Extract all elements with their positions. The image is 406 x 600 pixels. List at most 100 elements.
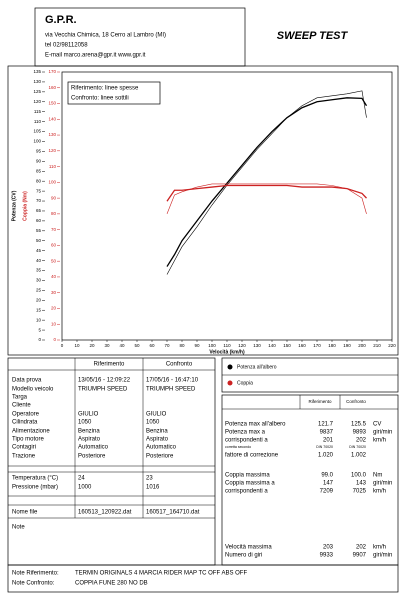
y-tick-label: 75 xyxy=(36,188,42,193)
y2-tick-label: 160 xyxy=(48,85,56,90)
x-axis-label: Velocità (km/h) xyxy=(209,349,245,355)
y-tick-label: 40 xyxy=(36,258,42,263)
note-text: COPPIA FUNE 280 NO DB xyxy=(75,581,148,587)
x-tick-label: 70 xyxy=(164,343,170,348)
cell: 1050 xyxy=(146,420,160,426)
cell: DIN 70020 xyxy=(349,445,366,449)
y-tick-label: 100 xyxy=(33,139,41,144)
row-label: Tipo motore xyxy=(12,437,44,443)
cell: 23 xyxy=(146,476,153,482)
x-tick-label: 200 xyxy=(358,343,366,348)
report-title: SWEEP TEST xyxy=(277,30,349,42)
x-tick-label: 130 xyxy=(253,343,261,348)
chart-frame xyxy=(7,65,399,356)
row-label: fattore di correzione xyxy=(225,453,279,459)
cell: 160513_120922.dat xyxy=(78,510,132,516)
y-tick-label: 85 xyxy=(36,168,42,173)
x-tick-label: 150 xyxy=(283,343,291,348)
x-tick-label: 190 xyxy=(343,343,351,348)
x-tick-label: 10 xyxy=(74,343,80,348)
y-tick-label: 80 xyxy=(36,178,42,183)
legend-marker xyxy=(227,364,233,370)
y-tick-label: 10 xyxy=(36,317,42,322)
y-tick-label: 110 xyxy=(34,119,42,124)
y2-tick-label: 10 xyxy=(51,321,57,326)
cell: 7025 xyxy=(353,489,367,495)
x-tick-label: 140 xyxy=(268,343,276,348)
x-tick-label: 20 xyxy=(89,343,95,348)
y2-tick-label: 120 xyxy=(48,148,56,153)
y2-tick-label: 130 xyxy=(48,132,56,137)
address: via Vecchia Chimica, 18 Cerro al Lambro … xyxy=(45,33,166,39)
plot-area xyxy=(61,71,393,341)
legend-label: Potenza all'albero xyxy=(237,364,277,370)
cell: GIULIO xyxy=(146,412,167,418)
y-tick-label: 5 xyxy=(38,327,41,332)
row-label: Contagiri xyxy=(12,445,36,451)
row-label: Targa xyxy=(12,395,28,401)
y2-tick-label: 0 xyxy=(53,337,56,342)
series-line xyxy=(166,183,367,214)
y-tick-label: 125 xyxy=(33,89,41,94)
cell: 160517_164710.dat xyxy=(146,510,200,516)
y2-tick-label: 90 xyxy=(51,195,57,200)
row-label: Velocità massima xyxy=(225,545,272,551)
y-tick-label: 30 xyxy=(36,278,42,283)
y2-tick-label: 30 xyxy=(51,290,57,295)
annotation: Riferimento: linee spesse xyxy=(71,86,139,92)
y-tick-label: 15 xyxy=(36,307,42,312)
y-tick-label: 60 xyxy=(36,218,42,223)
y2-tick-label: 150 xyxy=(48,101,56,106)
cell: Aspirato xyxy=(146,437,169,443)
cell: 1.020 xyxy=(318,453,334,459)
row-label: corrispondenti a xyxy=(225,438,268,444)
x-tick-label: 30 xyxy=(104,343,110,348)
y-tick-label: 0 xyxy=(38,337,41,342)
y-tick-label: 90 xyxy=(36,159,42,164)
cell: 143 xyxy=(356,481,367,487)
cell: 202 xyxy=(356,545,367,551)
cell: km/h xyxy=(373,438,386,444)
y2-tick-label: 20 xyxy=(51,306,57,311)
x-tick-label: 210 xyxy=(373,343,381,348)
annotation-box xyxy=(67,81,161,105)
row-label: Potenza max a xyxy=(225,430,266,436)
cell: 201 xyxy=(323,438,334,444)
row-label: Cilindrata xyxy=(12,420,38,426)
row-label: Nome file xyxy=(12,510,38,516)
row-label: Operatore xyxy=(12,412,40,418)
cell: TRIUMPH SPEED xyxy=(78,387,128,393)
cell: 1.002 xyxy=(351,453,367,459)
y-tick-label: 25 xyxy=(36,288,42,293)
y2-tick-label: 40 xyxy=(51,274,57,279)
y-tick-label: 135 xyxy=(33,69,41,74)
row-label: corrispondenti a xyxy=(225,489,268,495)
cell: 13/05/16 - 12:09:22 xyxy=(78,378,131,384)
y2-tick-label: 100 xyxy=(48,180,56,185)
row-label: Modello veicolo xyxy=(12,387,54,393)
cell: Automatico xyxy=(78,445,109,451)
y2-tick-label: 110 xyxy=(49,164,57,169)
cell: Posteriore xyxy=(78,454,106,460)
cell: 9907 xyxy=(353,553,367,559)
y-tick-label: 120 xyxy=(33,99,41,104)
x-tick-label: 90 xyxy=(194,343,200,348)
y2-tick-label: 50 xyxy=(51,258,57,263)
annotation: Confronto: linee sottili xyxy=(71,96,129,102)
row-label: Coppia massima a xyxy=(225,481,275,487)
col-header: Confronto xyxy=(346,399,366,404)
y-tick-label: 65 xyxy=(36,208,42,213)
cell: km/h xyxy=(373,489,386,495)
x-tick-label: 50 xyxy=(134,343,140,348)
row-label: Alimentazione xyxy=(12,429,50,435)
row-label: Temperatura (°C) xyxy=(12,476,58,482)
cell: Aspirato xyxy=(78,437,101,443)
cell: 1016 xyxy=(146,485,160,491)
y-tick-label: 95 xyxy=(36,149,42,154)
cell: Benzina xyxy=(146,429,168,435)
notes-box xyxy=(7,564,399,593)
row-label: Coppia massima xyxy=(225,473,270,479)
y-tick-label: 50 xyxy=(36,238,42,243)
col-header: Confronto xyxy=(166,362,193,368)
cell: 125.5 xyxy=(351,422,367,428)
